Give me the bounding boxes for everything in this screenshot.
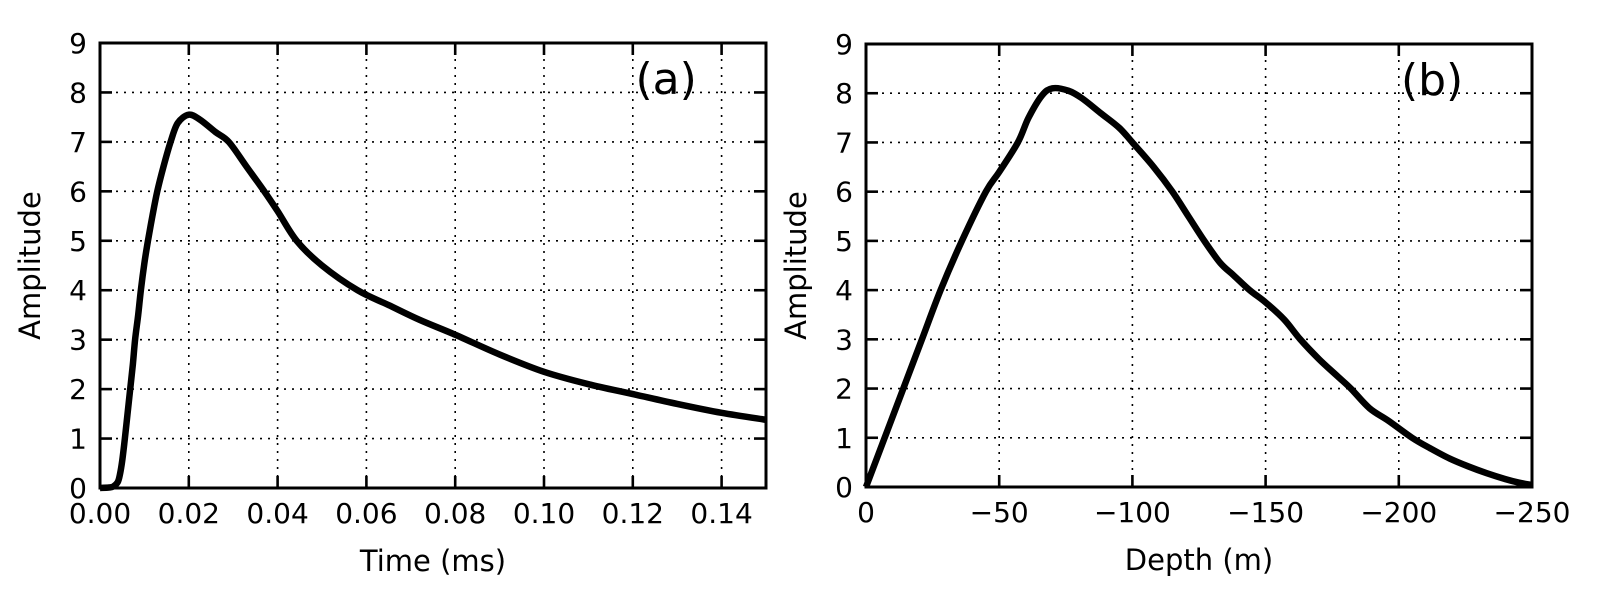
y-tick-label: 0 xyxy=(69,472,87,505)
x-tick-label: −50 xyxy=(970,496,1029,529)
y-tick-label: 8 xyxy=(835,77,853,110)
y-tick-label: 6 xyxy=(69,175,87,208)
x-tick-label: 0.10 xyxy=(513,497,575,530)
y-tick-label: 1 xyxy=(835,422,853,455)
y-tick-label: 9 xyxy=(69,27,87,60)
x-tick-label: −250 xyxy=(1494,496,1571,529)
y-axis-label: Amplitude xyxy=(779,191,813,340)
x-tick-label: 0.14 xyxy=(690,497,752,530)
x-tick-label: −150 xyxy=(1227,496,1304,529)
y-tick-label: 7 xyxy=(69,126,87,159)
x-tick-label: 0.06 xyxy=(335,497,397,530)
y-tick-label: 9 xyxy=(835,28,853,61)
y-tick-label: 4 xyxy=(69,274,87,307)
x-tick-label: 0 xyxy=(857,496,875,529)
y-tick-label: 6 xyxy=(835,176,853,209)
panel-label: (a) xyxy=(635,54,696,105)
y-tick-label: 2 xyxy=(835,373,853,406)
y-axis-label: Amplitude xyxy=(13,191,47,340)
axes-spines xyxy=(98,41,768,490)
y-tick-label: 3 xyxy=(69,324,87,357)
panel-label: (b) xyxy=(1401,55,1463,106)
axes-spines xyxy=(864,42,1534,489)
x-tick-label: −100 xyxy=(1094,496,1171,529)
x-tick-label: 0.12 xyxy=(602,497,664,530)
x-tick-label: 0.04 xyxy=(246,497,308,530)
y-tick-label: 4 xyxy=(835,274,853,307)
series-amplitude-vs-depth xyxy=(862,84,1533,489)
y-tick-label: 1 xyxy=(69,423,87,456)
chart-panel-a: 0.00 0.02 0.04 0.06 0.08 0.10 0.12 0.14 0 1 2 3 4 5 6 7… xyxy=(13,27,768,578)
y-tick-label: 3 xyxy=(835,323,853,356)
x-tick-label: 0.02 xyxy=(158,497,220,530)
y-tick-label: 8 xyxy=(69,76,87,109)
series-amplitude-vs-time xyxy=(99,111,767,492)
x-tick-label: −200 xyxy=(1360,496,1437,529)
y-tick-label: 2 xyxy=(69,373,87,406)
y-tick-label: 5 xyxy=(835,225,853,258)
y-tick-label: 7 xyxy=(835,126,853,159)
x-tick-label: 0.08 xyxy=(424,497,486,530)
x-tick-label: 0.00 xyxy=(69,497,131,530)
y-tick-label: 5 xyxy=(69,225,87,258)
x-axis-label: Time (ms) xyxy=(359,544,506,578)
y-tick-label: 0 xyxy=(835,471,853,504)
chart-panel-b: 0 −50 −100 −150 −200 −250 0 1 2 3 4 5 6 7 8 9 Depth (m) A… xyxy=(779,28,1570,577)
x-axis-label: Depth (m) xyxy=(1125,543,1273,577)
